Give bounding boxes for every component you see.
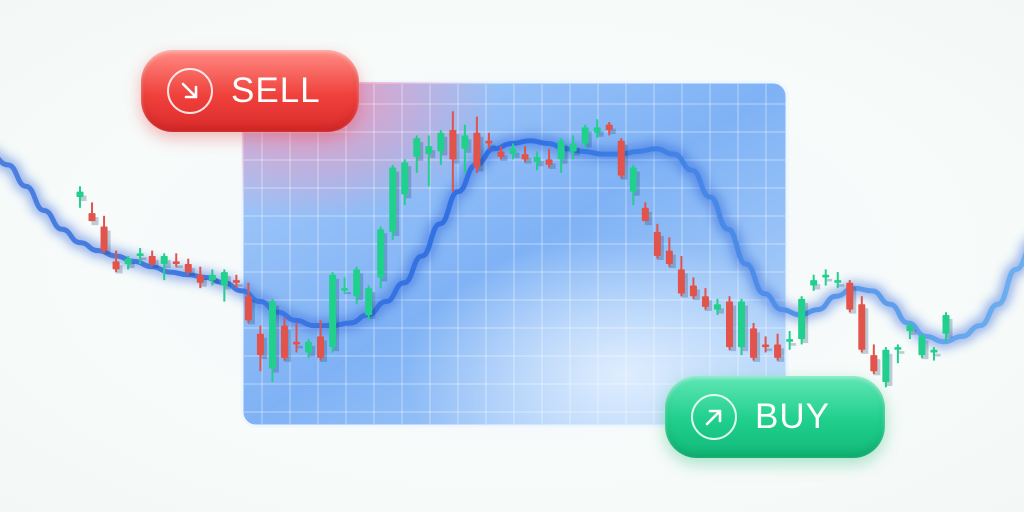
- candle-up: [906, 323, 917, 340]
- candle-down: [280, 317, 291, 362]
- candle-up: [894, 344, 905, 364]
- candle-down: [726, 296, 736, 352]
- candle-up: [365, 285, 376, 321]
- candle-up: [268, 298, 279, 382]
- candle-down: [485, 132, 496, 149]
- candle-down: [677, 256, 688, 298]
- candle-down: [88, 202, 99, 226]
- candle-down: [172, 253, 183, 269]
- candle-up: [798, 296, 809, 345]
- candle-up: [437, 130, 448, 165]
- candle-up: [341, 277, 352, 295]
- arrow-up-right-icon: [691, 394, 737, 440]
- candle-up: [136, 247, 147, 265]
- candle-up: [581, 124, 592, 149]
- candle-down: [870, 344, 881, 376]
- arrow-down-right-icon: [167, 68, 213, 114]
- candle-up: [569, 135, 580, 160]
- candle-up: [509, 143, 520, 160]
- candle-up: [738, 298, 749, 356]
- candle-down: [762, 336, 773, 353]
- candle-down: [497, 146, 508, 161]
- buy-button[interactable]: BUY: [665, 376, 885, 458]
- candle-down: [653, 223, 664, 260]
- candle-down: [545, 148, 556, 169]
- candle-down: [641, 202, 652, 226]
- candle-up: [208, 269, 219, 286]
- candle-up: [220, 269, 231, 302]
- candle-down: [858, 296, 869, 354]
- candle-down: [244, 282, 255, 325]
- candle-down: [449, 111, 460, 192]
- buy-label: BUY: [755, 397, 830, 436]
- candle-up: [786, 331, 797, 350]
- candle-up: [377, 226, 388, 289]
- candle-up: [557, 138, 568, 173]
- candle-up: [389, 164, 400, 240]
- candle-down: [148, 250, 159, 269]
- candle-down: [701, 288, 712, 311]
- candle-up: [413, 135, 424, 173]
- candle-down: [605, 122, 616, 136]
- candle-up: [882, 347, 893, 388]
- candle-up: [353, 266, 364, 305]
- candle-down: [293, 323, 303, 353]
- candle-up: [533, 151, 544, 171]
- glass-panel: [240, 80, 789, 428]
- sell-button[interactable]: SELL: [141, 50, 359, 132]
- candle-up: [461, 124, 472, 173]
- candle-down: [774, 333, 785, 362]
- candle-down: [750, 323, 761, 362]
- candle-up: [942, 312, 953, 342]
- candle-down: [665, 237, 676, 269]
- candle-down: [521, 146, 532, 164]
- candle-down: [256, 325, 267, 372]
- candle-up: [425, 135, 436, 187]
- sell-label: SELL: [231, 71, 321, 110]
- candle-down: [196, 266, 207, 289]
- candle-up: [160, 253, 171, 281]
- candle-up: [124, 256, 135, 270]
- candle-up: [810, 274, 821, 291]
- candle-up: [401, 159, 412, 206]
- candle-up: [629, 164, 640, 206]
- candle-up: [713, 298, 724, 315]
- candle-down: [473, 116, 484, 173]
- candles: [76, 111, 953, 388]
- chart-grid: [244, 84, 785, 424]
- candle-down: [617, 138, 628, 180]
- candle-down: [317, 320, 328, 362]
- candle-up: [822, 269, 833, 286]
- candle-up: [593, 119, 604, 139]
- candle-down: [232, 274, 243, 289]
- candle-up: [930, 347, 941, 361]
- candle-up: [329, 272, 340, 353]
- candle-up: [305, 339, 316, 358]
- candle-down: [689, 277, 700, 301]
- candle-down: [184, 258, 195, 277]
- candle-up: [834, 272, 845, 289]
- candle-up: [918, 333, 929, 360]
- candle-down: [112, 250, 123, 274]
- candle-down: [846, 280, 857, 314]
- candle-down: [100, 215, 111, 255]
- candle-up: [76, 186, 87, 208]
